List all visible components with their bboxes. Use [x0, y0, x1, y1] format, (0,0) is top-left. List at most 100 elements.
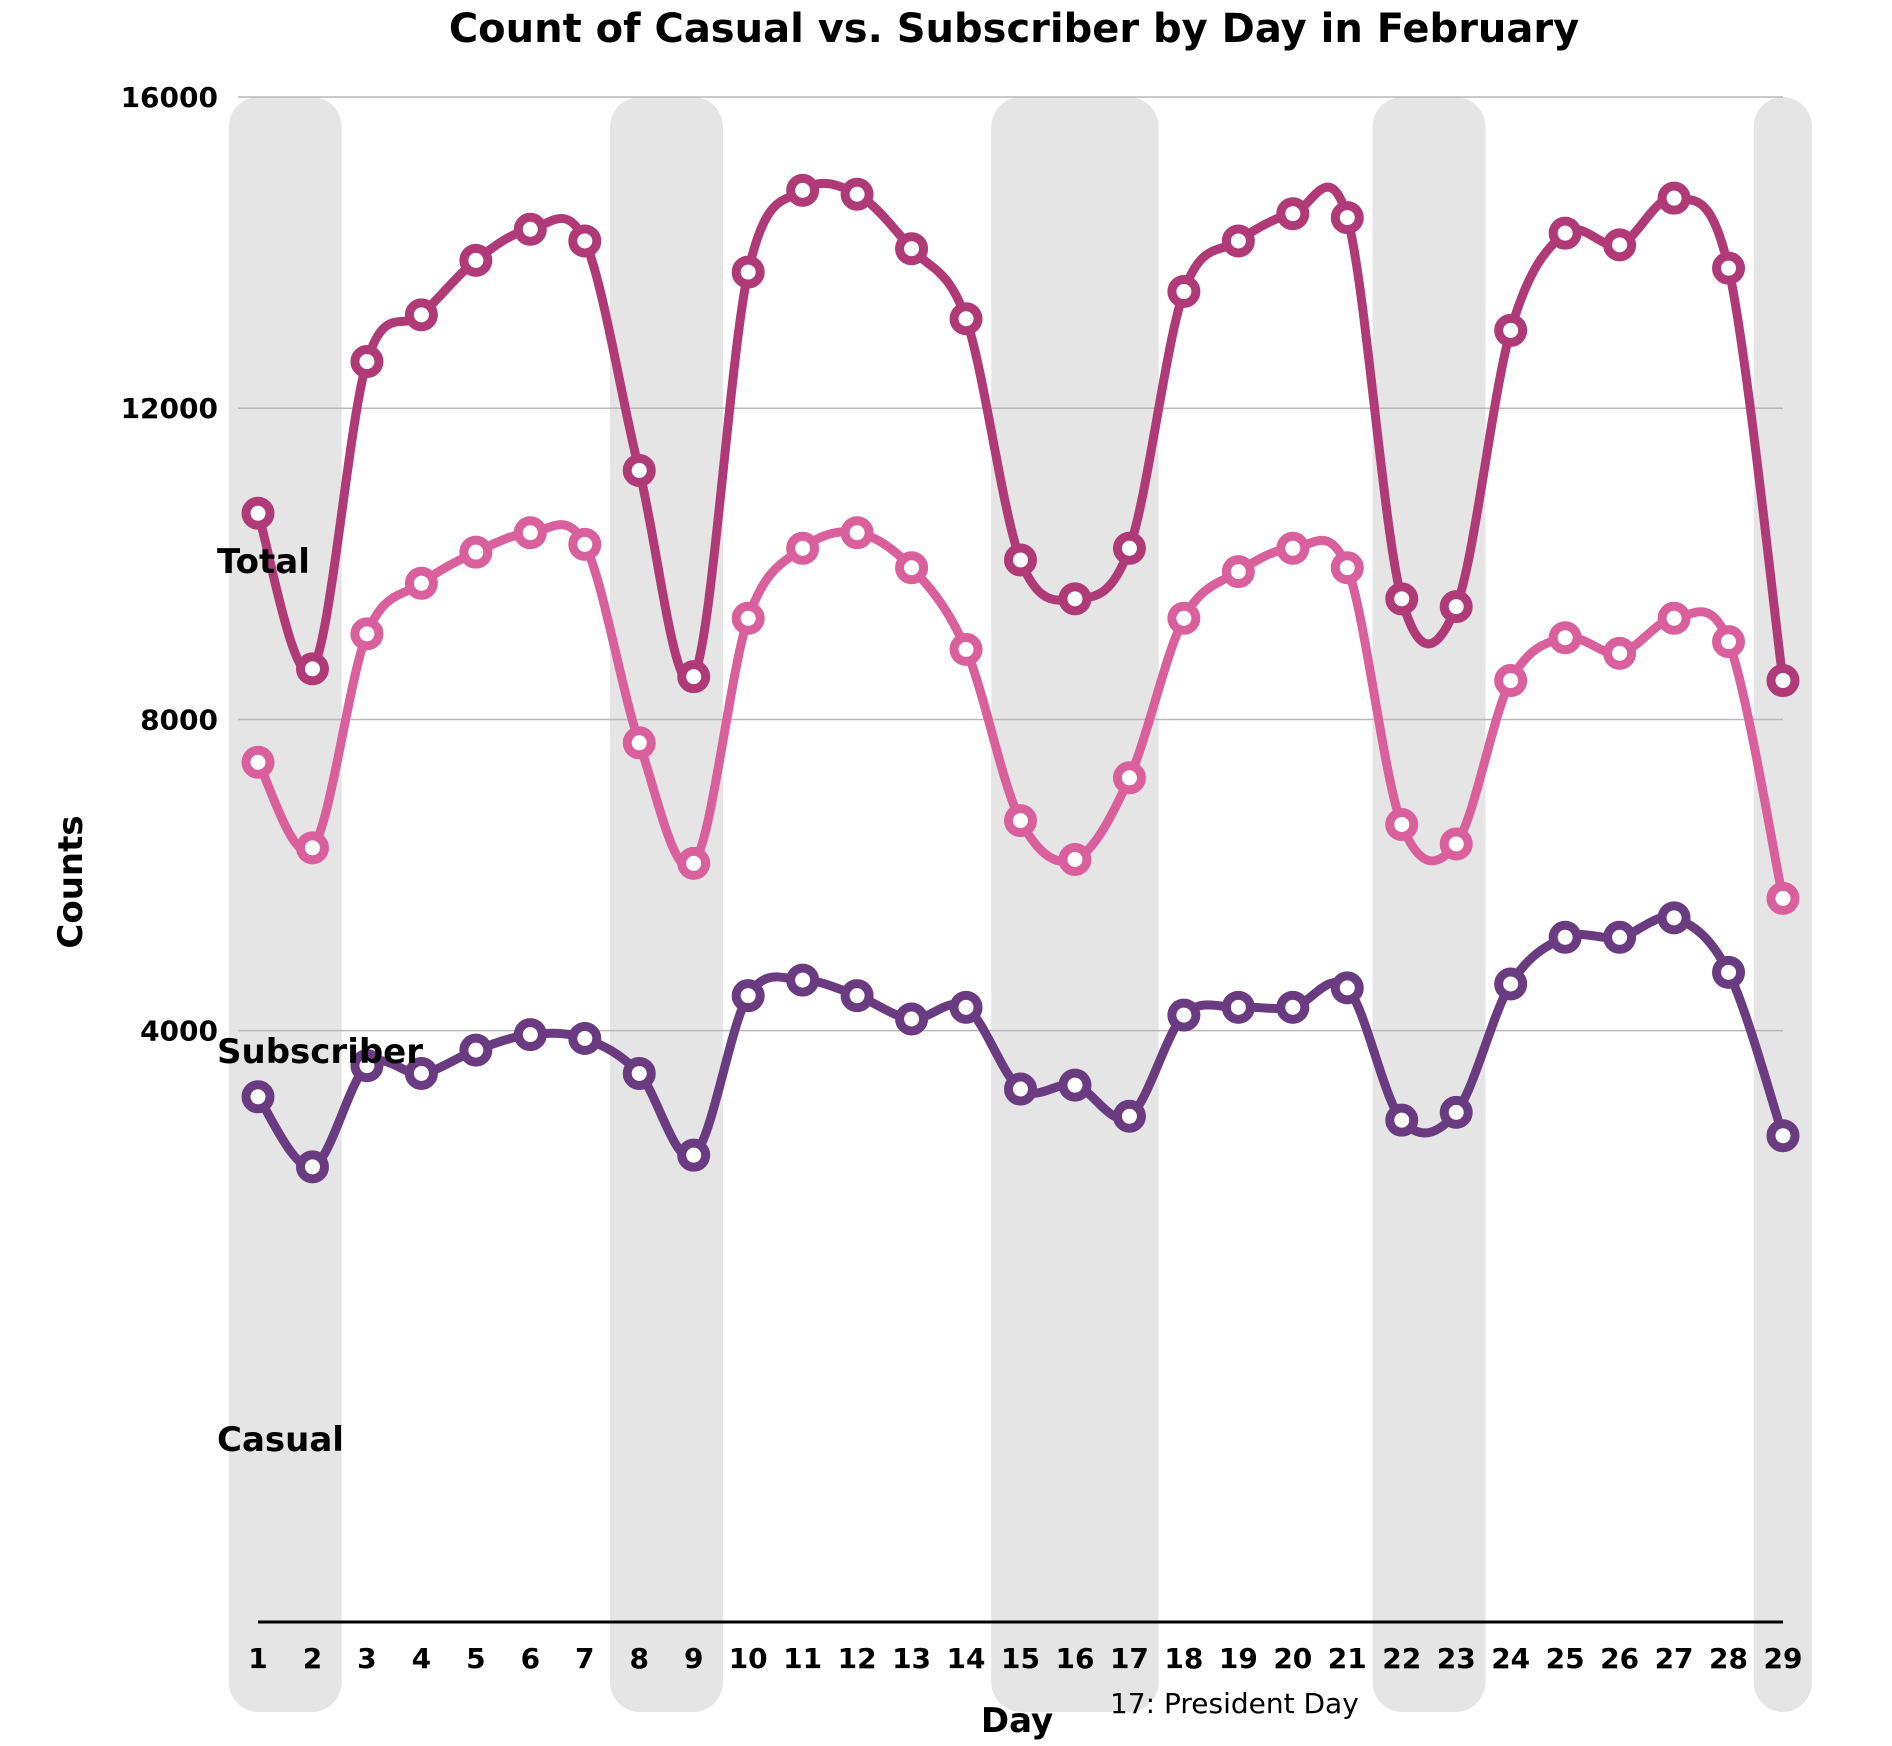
data-point-casual — [622, 1056, 656, 1090]
x-tick-label: 11 — [783, 1642, 822, 1675]
data-point-casual — [1603, 920, 1637, 954]
data-point-subscriber — [1657, 601, 1691, 635]
data-point-casual — [1058, 1068, 1092, 1102]
data-point-subscriber — [404, 566, 438, 600]
y-tick-label: 12000 — [121, 392, 218, 425]
x-tick-label: 21 — [1328, 1642, 1367, 1675]
data-point-subscriber — [1548, 621, 1582, 655]
data-point-casual — [568, 1021, 602, 1055]
chart-title: Count of Casual vs. Subscriber by Day in… — [449, 6, 1579, 52]
data-point-casual — [1221, 990, 1255, 1024]
data-point-casual — [786, 963, 820, 997]
x-tick-label: 29 — [1764, 1642, 1803, 1675]
x-tick-label: 15 — [1001, 1642, 1040, 1675]
x-tick-label: 8 — [630, 1642, 649, 1675]
data-point-casual — [295, 1150, 329, 1184]
data-point-casual — [350, 1049, 384, 1083]
data-point-subscriber — [1494, 664, 1528, 698]
x-tick-label: 2 — [303, 1642, 322, 1675]
y-tick-label: 16000 — [121, 81, 218, 114]
data-point-total — [1167, 275, 1201, 309]
data-point-total — [404, 298, 438, 332]
weekend-band — [610, 97, 723, 1712]
data-point-subscriber — [1766, 881, 1800, 915]
x-tick-label: 6 — [521, 1642, 540, 1675]
series-label-total: Total — [217, 542, 310, 582]
data-point-total — [1058, 582, 1092, 616]
data-point-casual — [895, 1002, 929, 1036]
data-point-casual — [1439, 1095, 1473, 1129]
x-tick-label: 25 — [1546, 1642, 1585, 1675]
data-point-total — [1548, 216, 1582, 250]
series-label-subscriber: Subscriber — [217, 1032, 423, 1072]
x-tick-label: 20 — [1273, 1642, 1312, 1675]
data-point-total — [1657, 181, 1691, 215]
x-tick-label: 3 — [357, 1642, 376, 1675]
data-point-casual — [840, 979, 874, 1013]
weekend-bands — [228, 97, 1812, 1712]
data-point-total — [350, 345, 384, 379]
data-point-casual — [459, 1033, 493, 1067]
x-tick-label: 18 — [1164, 1642, 1203, 1675]
x-tick-label: 14 — [947, 1642, 986, 1675]
data-point-total — [1439, 590, 1473, 624]
data-point-total — [1276, 197, 1310, 231]
data-point-total — [1494, 313, 1528, 347]
data-point-casual — [1657, 901, 1691, 935]
data-point-subscriber — [1712, 625, 1746, 659]
x-tick-label: 16 — [1055, 1642, 1094, 1675]
data-point-subscriber — [1167, 601, 1201, 635]
x-tick-label: 4 — [412, 1642, 431, 1675]
data-point-subscriber — [1276, 531, 1310, 565]
data-point-subscriber — [513, 516, 547, 550]
data-point-total — [840, 177, 874, 211]
data-point-subscriber — [350, 617, 384, 651]
x-axis-title: Day — [981, 1701, 1053, 1741]
x-tick-label: 24 — [1491, 1642, 1530, 1675]
data-point-casual — [1766, 1119, 1800, 1153]
data-point-subscriber — [622, 726, 656, 760]
x-tick-label: 26 — [1600, 1642, 1639, 1675]
data-point-subscriber — [1385, 807, 1419, 841]
data-point-total — [1112, 531, 1146, 565]
data-point-subscriber — [1330, 551, 1364, 585]
weekend-band — [991, 97, 1159, 1712]
data-point-subscriber — [1221, 555, 1255, 589]
y-axis-title: Counts — [51, 815, 91, 948]
data-point-total — [295, 652, 329, 686]
data-point-total — [1330, 201, 1364, 235]
data-point-total — [1004, 543, 1037, 577]
x-tick-label: 7 — [575, 1642, 594, 1675]
x-tick-label: 22 — [1382, 1642, 1421, 1675]
data-point-total — [1712, 251, 1746, 285]
data-point-subscriber — [459, 535, 493, 569]
y-tick-label: 4000 — [140, 1015, 218, 1048]
data-point-subscriber — [295, 831, 329, 865]
data-point-total — [786, 173, 820, 207]
x-tick-label: 9 — [684, 1642, 703, 1675]
data-point-subscriber — [1058, 843, 1092, 876]
data-point-subscriber — [731, 601, 765, 635]
data-point-casual — [1004, 1072, 1037, 1106]
data-point-total — [1603, 228, 1637, 262]
series-labels: Total Subscriber Casual — [217, 542, 423, 1460]
data-point-subscriber — [786, 531, 820, 565]
x-tick-label: 17 — [1110, 1642, 1149, 1675]
x-tick-label: 19 — [1219, 1642, 1258, 1675]
data-point-subscriber — [840, 516, 874, 550]
data-point-casual — [241, 1080, 275, 1114]
x-tick-labels: 1 2 3 4 5 6 7 8 9 10 11 12 13 14 15 16 17 18 19 20 21 22 23 24 2… — [248, 1642, 1802, 1675]
data-point-subscriber — [949, 632, 983, 666]
annotation-president-day: 17: President Day — [1110, 1687, 1359, 1720]
data-point-total — [895, 232, 929, 266]
data-point-total — [1766, 664, 1800, 698]
weekend-band — [228, 97, 342, 1712]
data-point-casual — [949, 990, 983, 1024]
data-point-total — [1221, 224, 1255, 258]
data-point-casual — [404, 1056, 438, 1090]
data-point-casual — [1712, 955, 1746, 989]
x-tick-label: 27 — [1655, 1642, 1694, 1675]
x-tick-label: 10 — [729, 1642, 768, 1675]
series-points — [241, 173, 1800, 1184]
